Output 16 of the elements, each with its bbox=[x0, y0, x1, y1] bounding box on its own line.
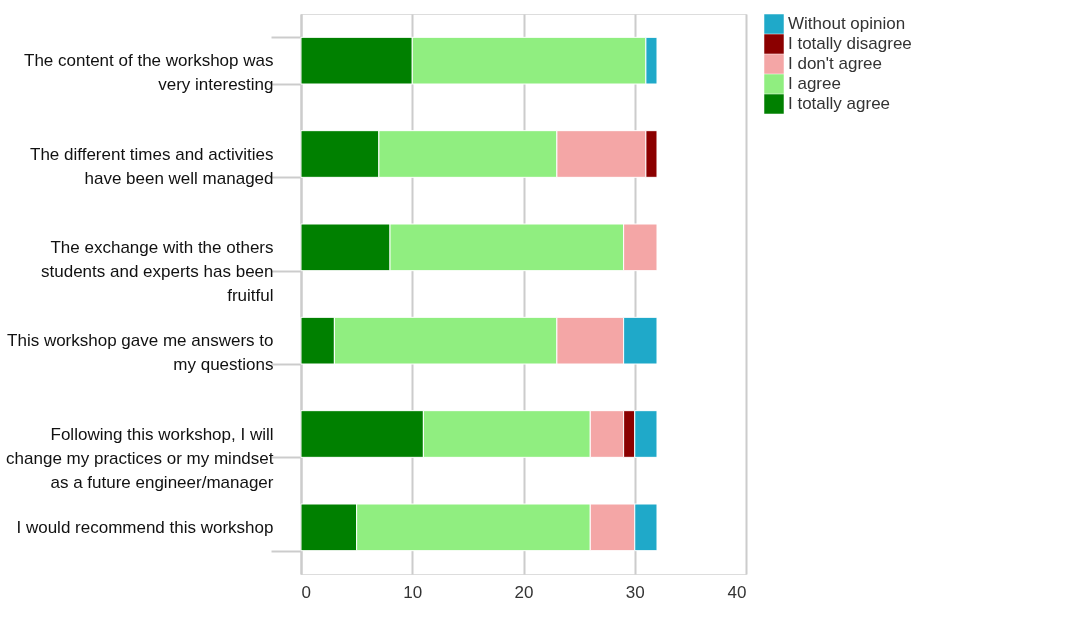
legend-label: I don't agree bbox=[788, 54, 882, 73]
x-tick-label: 40 bbox=[727, 582, 747, 602]
legend-label: I agree bbox=[788, 74, 841, 93]
y-tick-label: The exchange with the others students and experts has been fruitful bbox=[41, 237, 274, 305]
y-tick-label: The different times and activities have been well managed bbox=[30, 144, 274, 188]
x-tick-label: 20 bbox=[514, 582, 534, 602]
x-tick-label: 10 bbox=[403, 582, 423, 602]
x-tick-label: 0 bbox=[301, 582, 311, 602]
y-tick-label: The content of the workshop was very interesting bbox=[24, 51, 274, 95]
legend-label: I totally disagree bbox=[788, 34, 912, 53]
legend-label: Without opinion bbox=[788, 14, 906, 33]
y-tick-label: This workshop gave me answers to my questions bbox=[7, 331, 274, 375]
x-tick-label: 30 bbox=[625, 582, 645, 602]
y-tick-label: I would recommend this workshop bbox=[16, 517, 274, 537]
y-tick-label: Following this workshop, I will change my practices or my mindset as a future engineer/manager bbox=[6, 424, 274, 492]
legend-label: I totally agree bbox=[788, 94, 891, 113]
